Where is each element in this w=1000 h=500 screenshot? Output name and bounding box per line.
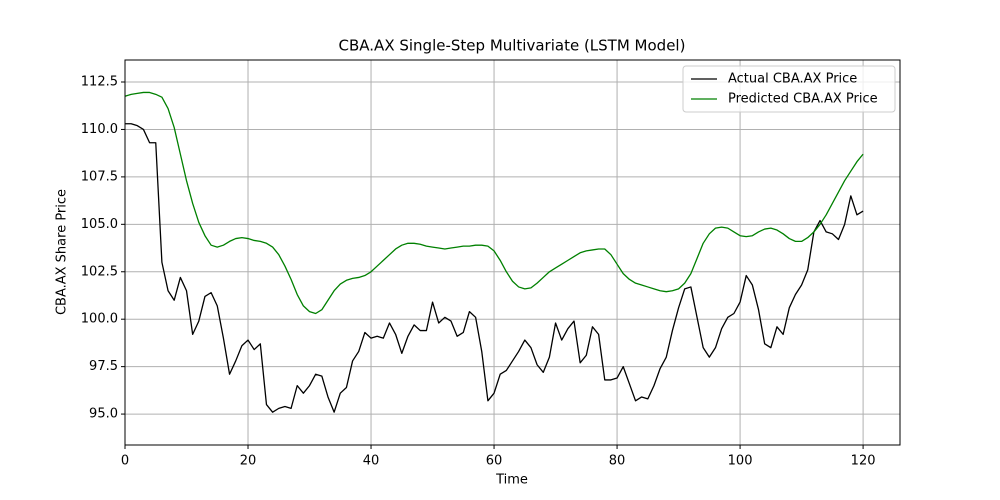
- y-axis-label: CBA.AX Share Price: [55, 189, 70, 315]
- chart-title: CBA.AX Single-Step Multivariate (LSTM Mo…: [339, 37, 686, 55]
- x-tick-label: 120: [851, 454, 876, 469]
- legend-label: Actual CBA.AX Price: [728, 72, 857, 87]
- x-tick-label: 60: [486, 454, 503, 469]
- x-tick-label: 80: [609, 454, 626, 469]
- y-tick-label: 102.5: [81, 264, 118, 279]
- grid: [124, 60, 900, 445]
- series-line: [124, 91, 864, 315]
- x-axis-label: Time: [495, 473, 528, 488]
- y-tick-label: 105.0: [81, 217, 118, 232]
- lines: [124, 91, 864, 413]
- axes-frame: [124, 59, 901, 446]
- x-tick-label: 40: [363, 454, 380, 469]
- ticks: 0 20 40 60 80 100 120 95.0 97.5 100.0 102.5 105.0 10…: [81, 75, 876, 469]
- y-tick-label: 110.0: [81, 122, 118, 137]
- y-tick-label: 112.5: [81, 75, 118, 90]
- x-tick-label: 0: [121, 454, 129, 469]
- x-tick-label: 20: [240, 454, 257, 469]
- legend-label: Predicted CBA.AX Price: [728, 92, 878, 107]
- legend-box: [682, 65, 896, 113]
- y-tick-label: 97.5: [89, 359, 118, 374]
- y-tick-label: 107.5: [81, 169, 118, 184]
- legend: Actual CBA.AX Price Predicted CBA.AX Pric…: [682, 65, 896, 113]
- y-tick-label: 100.0: [81, 312, 118, 327]
- series-line: [125, 123, 864, 413]
- x-tick-label: 100: [728, 454, 753, 469]
- y-tick-label: 95.0: [89, 407, 118, 422]
